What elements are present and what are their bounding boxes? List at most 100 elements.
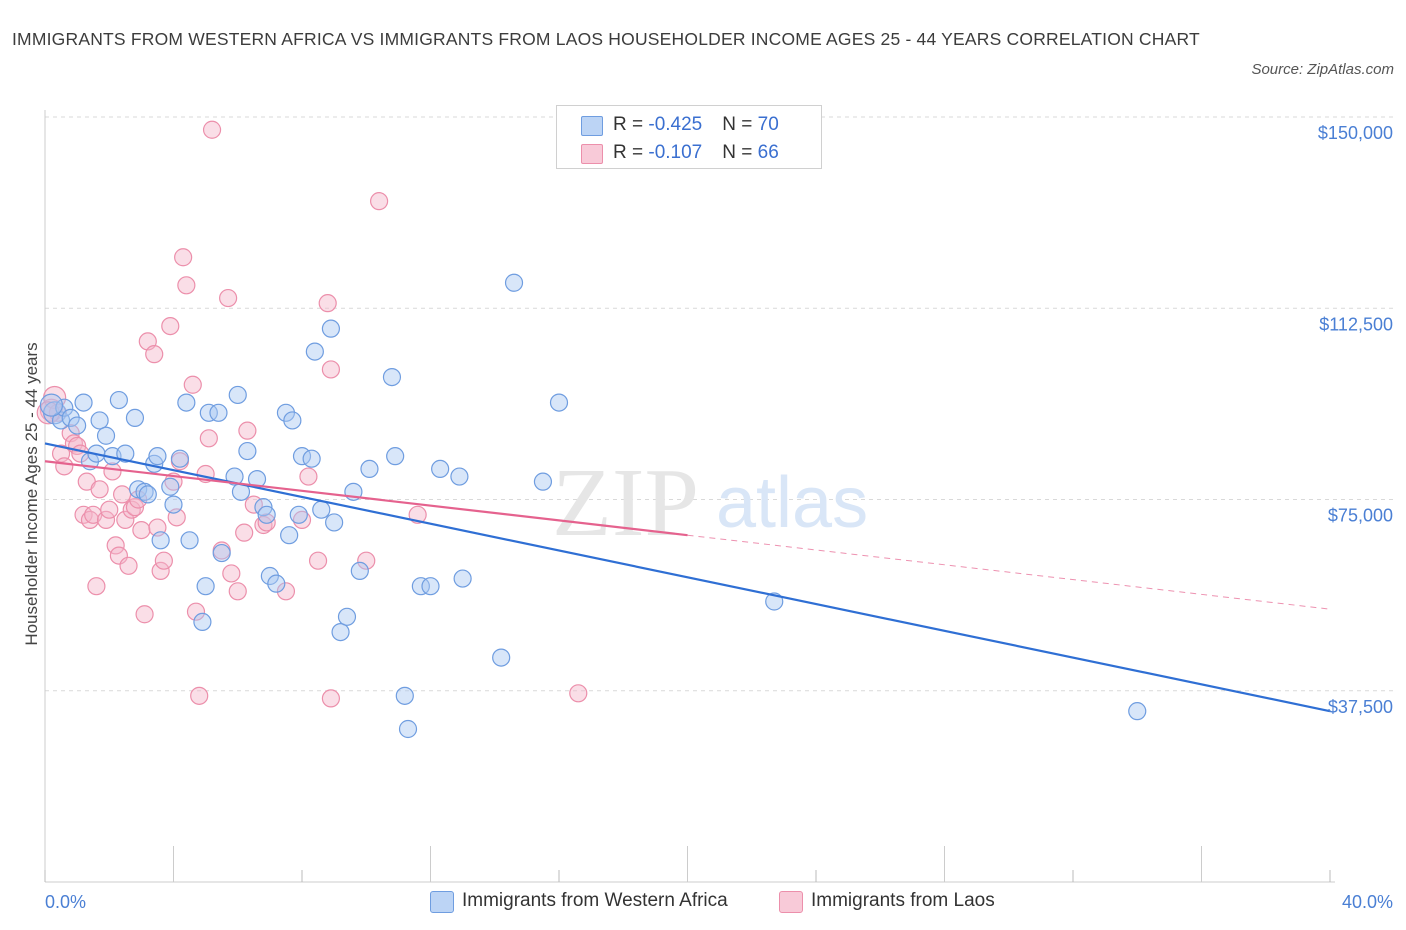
legend-n-label: N = [722, 114, 758, 135]
laos-point [254, 515, 273, 535]
western-africa-point [68, 416, 87, 435]
laos-point [55, 457, 74, 476]
western-africa-point [90, 411, 109, 430]
western-africa-point [331, 622, 350, 642]
grid-lines [45, 116, 1395, 692]
western-africa-point [350, 561, 369, 581]
western-africa-point [151, 531, 170, 550]
western-africa-point [325, 513, 344, 532]
western-africa-point [148, 447, 167, 466]
western-africa-point [504, 273, 524, 292]
laos-points [36, 120, 588, 708]
laos-point [321, 360, 341, 379]
western-africa-points [39, 273, 1147, 739]
legend-n-value: 66 [757, 142, 779, 163]
laos-point [116, 510, 135, 530]
x-tick-label: 0.0% [45, 892, 86, 912]
legend-r-label: R = [613, 142, 649, 163]
western-africa-point [289, 505, 308, 524]
western-africa-point [302, 449, 321, 468]
laos-point [103, 462, 122, 481]
legend-swatch-pink [581, 144, 603, 164]
western-africa-point [196, 577, 215, 596]
western-africa-point [386, 447, 405, 466]
western-africa-point [312, 500, 331, 519]
western-africa-point [96, 426, 116, 445]
western-africa-point [431, 459, 450, 478]
western-africa-point [225, 467, 244, 486]
laos-point [222, 564, 241, 583]
laos-point [119, 556, 138, 575]
legend-r-value: -0.425 [648, 114, 703, 135]
western-africa-point [39, 393, 64, 417]
laos-point [183, 375, 202, 394]
western-africa-trend-line [44, 442, 1331, 713]
laos-point [321, 689, 341, 708]
correlation-legend: R = -0.425 N = 70 R = -0.107 N = 66 [556, 105, 822, 169]
laos-point [228, 582, 247, 601]
laos-point [186, 602, 206, 621]
laos-point [112, 485, 132, 504]
legend-n-label: N = [722, 142, 758, 163]
western-africa-point [135, 482, 154, 501]
western-africa-point [74, 393, 93, 412]
watermark-atlas: atlas [716, 463, 868, 543]
western-africa-point [382, 368, 402, 387]
laos-point [370, 192, 389, 211]
y-tick-label: $75,000 [1328, 506, 1393, 526]
laos-point [96, 510, 116, 530]
western-africa-point [212, 543, 231, 563]
laos-point [100, 500, 119, 519]
western-africa-point [138, 485, 157, 504]
western-africa-point [450, 467, 469, 486]
watermark-zip: ZIP [552, 449, 699, 557]
western-africa-point [395, 686, 414, 705]
western-africa-point [116, 444, 135, 463]
chart-title: IMMIGRANTS FROM WESTERN AFRICA VS IMMIGR… [12, 29, 1200, 49]
laos-trend-line [44, 460, 688, 537]
western-africa-point [1128, 702, 1147, 721]
laos-point [177, 276, 196, 295]
laos-point [357, 551, 376, 570]
laos-point [190, 686, 209, 705]
laos-point [151, 561, 170, 581]
western-africa-point [321, 319, 341, 338]
laos-point [145, 345, 164, 364]
y-tick-label: $150,000 [1318, 123, 1393, 143]
y-tick-label: $112,500 [1319, 314, 1393, 334]
laos-point [238, 421, 257, 440]
western-africa-point [161, 477, 180, 496]
laos-point [219, 288, 238, 308]
western-africa-point [533, 472, 553, 491]
laos-point [87, 577, 106, 596]
trend-lines [44, 442, 1331, 713]
western-africa-point [170, 449, 190, 468]
y-axis-label: Householder Income Ages 25 - 44 years [22, 342, 41, 645]
y-tick-labels: $37,500 $75,000 $112,500 $150,000 [1318, 123, 1393, 717]
laos-point [569, 684, 588, 703]
laos-point [276, 582, 296, 601]
y-tick-label: $37,500 [1328, 697, 1393, 717]
western-africa-point [180, 531, 199, 550]
western-africa-point [257, 505, 276, 524]
laos-point [122, 500, 141, 519]
laos-point [106, 536, 125, 555]
western-africa-point [177, 393, 196, 412]
laos-point [199, 429, 218, 448]
western-africa-point [109, 390, 128, 410]
laos-point [257, 513, 276, 532]
laos-point [90, 480, 109, 499]
western-africa-point [421, 577, 440, 596]
western-africa-point [164, 495, 183, 514]
western-africa-point [209, 403, 228, 422]
western-africa-point [337, 607, 357, 626]
bottom-legend-swatch-blue [430, 891, 454, 913]
laos-point [132, 520, 151, 540]
western-africa-point [305, 342, 324, 361]
legend-r-value: -0.107 [648, 142, 703, 163]
western-africa-point [411, 577, 430, 596]
laos-point [235, 523, 254, 542]
laos-point [318, 294, 337, 313]
western-africa-point [228, 385, 247, 405]
